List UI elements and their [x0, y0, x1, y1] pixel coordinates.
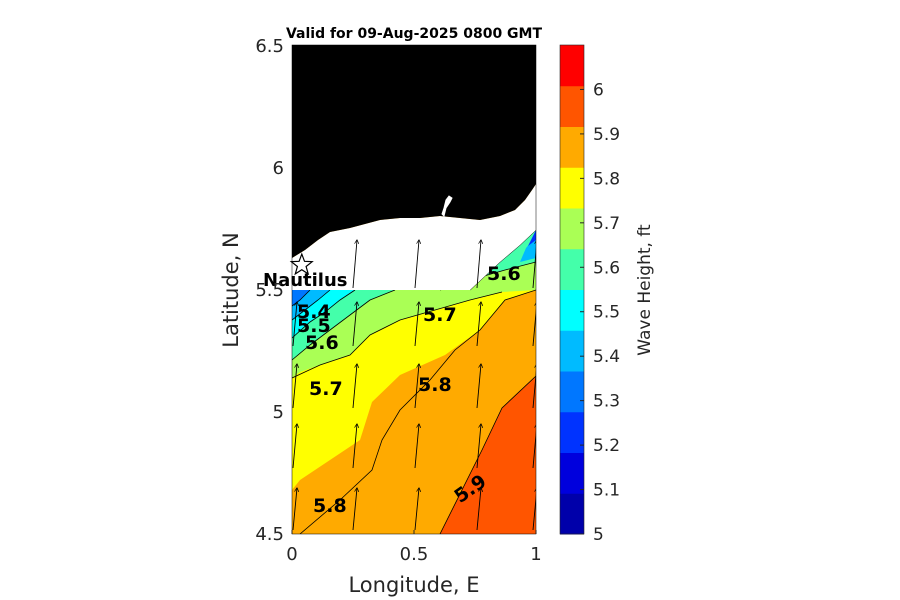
wave-arrow [414, 240, 419, 289]
wave-arrow [292, 424, 297, 469]
colorbar-swatch [560, 330, 584, 372]
y-tick-label-0: 4.5 [255, 524, 284, 545]
colorbar-label: Wave Height, ft [635, 224, 655, 356]
wave-arrow [414, 364, 419, 409]
contour-label-5.4: 5.4 [297, 301, 331, 323]
wave-arrow [532, 240, 536, 289]
colorbar-swatch [560, 289, 584, 331]
colorbar-tick-label: 5.7 [593, 214, 620, 234]
wave-arrow [414, 302, 419, 347]
colorbar-swatch [560, 493, 584, 535]
place-marker-nautilus: Nautilus [263, 252, 348, 291]
colorbar-swatch [560, 126, 584, 168]
x-tick-label-1: 0.5 [400, 544, 429, 565]
x-tick-label-2: 1 [530, 544, 541, 565]
colorbar-swatch [560, 208, 584, 250]
wave-arrow [532, 488, 536, 531]
wave-arrow [352, 240, 357, 289]
contour-label-5.8-south: 5.8 [313, 495, 347, 517]
contour-label-5.7-west: 5.7 [309, 378, 343, 400]
y-tick-label-3: 6 [273, 158, 284, 179]
x-axis-label: Longitude, E [348, 573, 479, 597]
wave-arrow [476, 240, 481, 289]
contour-label-5.6: 5.6 [305, 332, 339, 354]
contour-label-5.5: 5.5 [297, 315, 331, 337]
wave-arrow [476, 424, 481, 469]
wave-arrow [476, 302, 481, 347]
plot-area [292, 45, 536, 534]
coastal-spit [441, 195, 453, 217]
colorbar-swatch [560, 371, 584, 413]
colorbar-tick-label: 5 [593, 525, 604, 545]
wave-arrow [414, 424, 419, 469]
wave-direction-arrows [292, 240, 536, 531]
colorbar-swatch [560, 411, 584, 453]
wave-arrow [532, 302, 536, 347]
wave-arrow [476, 364, 481, 409]
wave-arrow [352, 488, 357, 531]
y-axis-label: Latitude, N [219, 232, 243, 348]
map-title: Valid for 09-Aug-2025 0800 GMT [286, 26, 543, 42]
wave-arrow [292, 302, 297, 347]
wave-arrow [532, 364, 536, 409]
colorbar-tick-label: 5.9 [593, 125, 620, 145]
colorbar-tick-label: 5.8 [593, 169, 620, 189]
land-mass [292, 45, 536, 258]
colorbar-tick-label: 5.6 [593, 258, 620, 278]
wave-arrow [352, 424, 357, 469]
x-axis: 0 0.5 1 Longitude, E [286, 530, 542, 597]
colorbar-tick-label: 5.3 [593, 392, 620, 412]
colorbar-ticks: 5 5.1 5.2 5.3 5.4 5.5 5.6 5.7 5.8 5.9 6 [580, 80, 620, 545]
wave-arrow [292, 488, 297, 531]
band-upper-right-5.2 [528, 230, 536, 246]
colorbar-tick-label: 5.1 [593, 481, 620, 501]
colorbar-swatch [560, 248, 584, 290]
y-tick-label-4: 6.5 [255, 36, 284, 57]
colorbar-tick-label: 6 [593, 80, 604, 100]
wave-arrow [292, 364, 297, 409]
wave-arrow [352, 364, 357, 409]
colorbar-tick-label: 5.4 [593, 347, 620, 367]
wave-arrow [414, 488, 419, 531]
colorbar-tick-label: 5.5 [593, 303, 620, 323]
x-tick-label-0: 0 [286, 544, 297, 565]
contour-label-5.8-mid: 5.8 [418, 374, 452, 396]
colorbar: 5 5.1 5.2 5.3 5.4 5.5 5.6 5.7 5.8 5.9 6 Wave Heigh… [559, 44, 655, 545]
colorbar-swatch [560, 85, 584, 127]
colorbar-tick-label: 5.2 [593, 436, 620, 456]
star-icon [289, 252, 314, 276]
wave-arrow [352, 302, 357, 347]
y-tick-label-1: 5 [273, 402, 284, 423]
place-label: Nautilus [263, 270, 348, 291]
wave-arrow [476, 488, 481, 531]
wave-arrow [532, 424, 536, 469]
colorbar-swatch [560, 167, 584, 209]
colorbar-swatches [560, 45, 584, 535]
contour-label-5.6-east: 5.6 [487, 263, 521, 285]
colorbar-swatch [560, 45, 584, 87]
y-tick-label-2: 5.5 [255, 280, 284, 301]
colorbar-frame [559, 44, 585, 535]
contour-label-5.7-east: 5.7 [423, 304, 457, 326]
band-5.9-6.0 [440, 376, 536, 534]
y-axis: 4.5 5 5.5 6 6.5 Latitude, N [219, 36, 284, 545]
coastline-strip [292, 184, 536, 290]
colorbar-swatch [560, 452, 584, 494]
